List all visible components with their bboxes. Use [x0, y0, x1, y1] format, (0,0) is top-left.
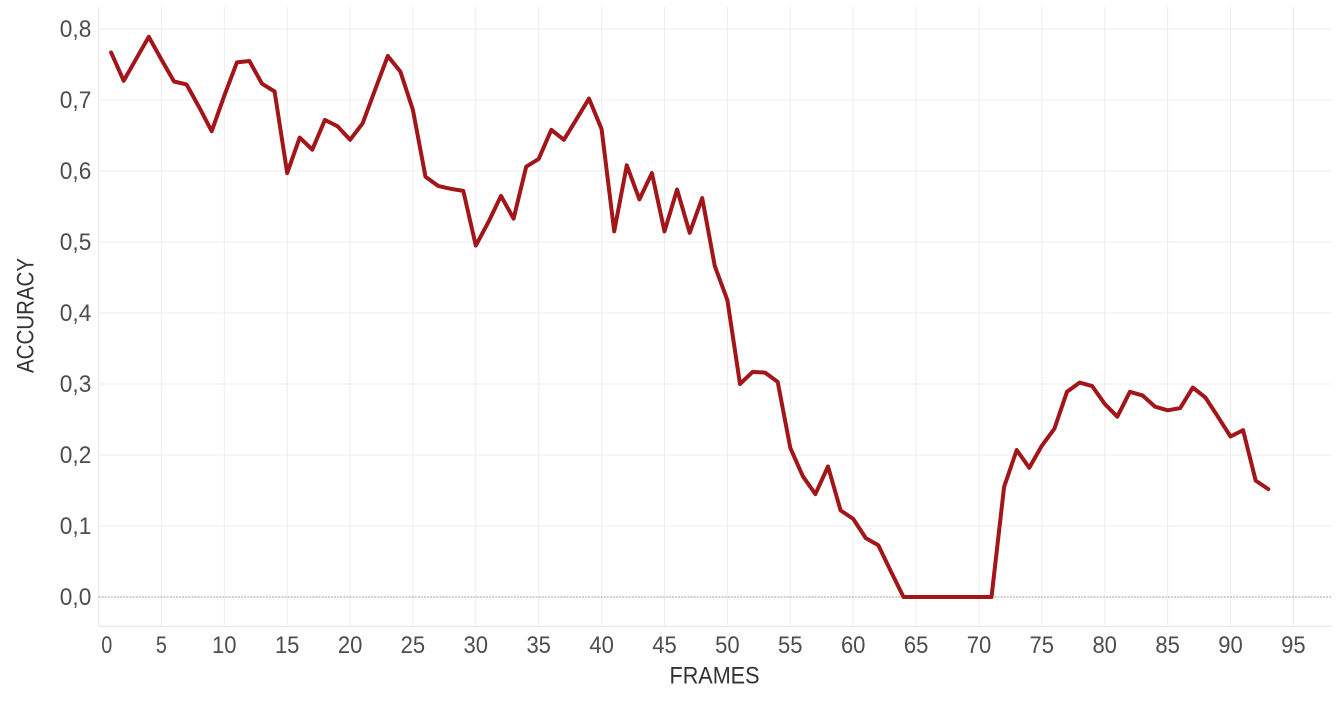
svg-text:65: 65	[904, 632, 929, 659]
svg-text:FRAMES: FRAMES	[670, 662, 760, 689]
svg-text:0,4: 0,4	[60, 300, 92, 327]
svg-text:0,5: 0,5	[60, 229, 92, 256]
svg-text:55: 55	[778, 632, 803, 659]
svg-text:0,0: 0,0	[60, 584, 92, 611]
svg-text:0,7: 0,7	[60, 87, 92, 114]
svg-text:30: 30	[464, 632, 489, 659]
svg-text:15: 15	[275, 632, 300, 659]
svg-text:60: 60	[841, 632, 866, 659]
svg-text:25: 25	[401, 632, 426, 659]
svg-text:20: 20	[338, 632, 363, 659]
svg-text:35: 35	[526, 632, 551, 659]
svg-text:0: 0	[101, 632, 112, 659]
svg-text:50: 50	[715, 632, 740, 659]
svg-text:80: 80	[1092, 632, 1117, 659]
svg-text:75: 75	[1030, 632, 1055, 659]
svg-text:0,6: 0,6	[60, 158, 92, 185]
svg-text:40: 40	[589, 632, 614, 659]
svg-text:70: 70	[967, 632, 992, 659]
svg-text:5: 5	[156, 632, 167, 659]
svg-text:0,1: 0,1	[60, 513, 92, 540]
svg-text:85: 85	[1155, 632, 1180, 659]
svg-text:0,2: 0,2	[60, 442, 92, 469]
svg-text:10: 10	[212, 632, 237, 659]
svg-text:90: 90	[1218, 632, 1243, 659]
svg-text:95: 95	[1281, 632, 1306, 659]
svg-text:ACCURACY: ACCURACY	[13, 258, 40, 373]
svg-text:45: 45	[652, 632, 677, 659]
svg-text:0,3: 0,3	[60, 371, 92, 398]
svg-text:0,8: 0,8	[60, 16, 92, 43]
